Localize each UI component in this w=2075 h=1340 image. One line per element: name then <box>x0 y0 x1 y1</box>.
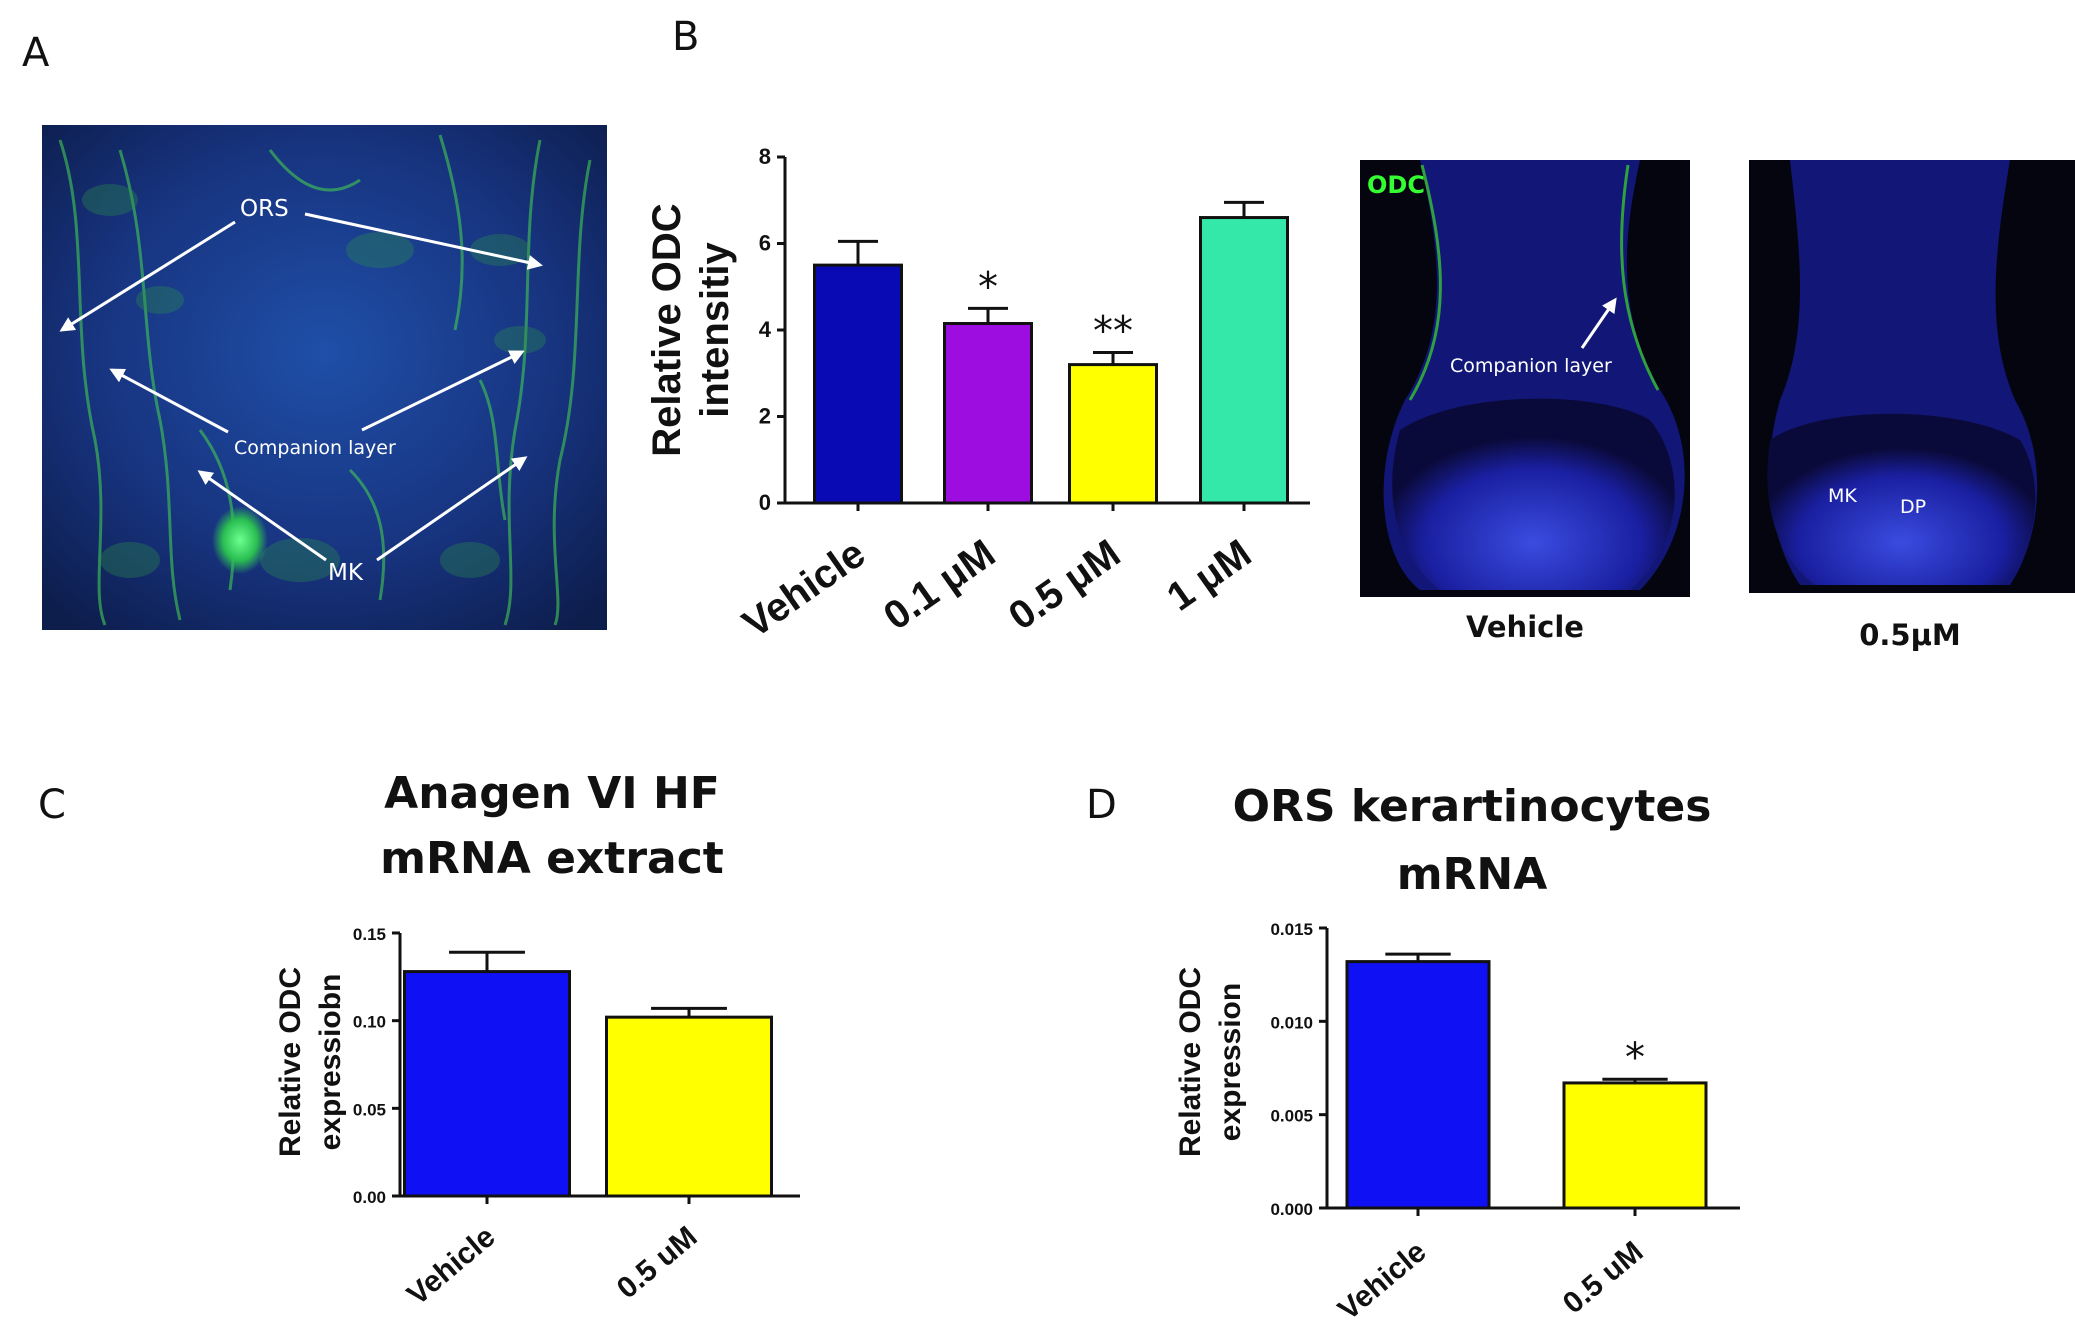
odc-stain-left <box>1408 164 1442 401</box>
y-tick-label: 0.010 <box>1270 1013 1313 1032</box>
x-category-label: 0.5 μM <box>1001 531 1128 638</box>
label-companion-layer-b: Companion layer <box>1450 355 1612 377</box>
x-category-label: 0.5 uM <box>1557 1235 1650 1320</box>
y-axis-label-line-1: Relative ODC <box>1174 967 1207 1157</box>
odc-channel-label: ODC <box>1367 171 1425 199</box>
arrow-ors-right <box>304 212 543 270</box>
x-category-label: 1 μM <box>1159 531 1259 619</box>
micrograph-a-texture <box>58 134 592 626</box>
y-tick-label: 0.05 <box>353 1100 386 1119</box>
micrograph-a-cells <box>82 184 546 582</box>
y-tick-label: 2 <box>759 404 771 429</box>
y-axis-label-line-2: expressiobn <box>314 974 347 1151</box>
chart-title-line-1: ORS kerartinocytes <box>1233 781 1712 832</box>
bar-vehicle <box>1345 960 1491 1210</box>
label-dp-b: DP <box>1900 496 1926 518</box>
bar-vehicle <box>403 970 571 1198</box>
micrograph-b-vehicle: ODC Companion layer <box>1360 160 1690 597</box>
bar-0.5-um <box>605 1015 773 1198</box>
arrow-mk-right <box>376 456 528 562</box>
significance-marker: ** <box>1093 308 1133 354</box>
micrograph-b-treated: MK DP <box>1749 160 2075 593</box>
label-ors: ORS <box>240 196 289 222</box>
y-tick-label: 0.10 <box>353 1013 386 1032</box>
y-axis-label-line-2: expression <box>1214 983 1247 1141</box>
significance-marker: * <box>1625 1035 1645 1081</box>
label-mk-b: MK <box>1828 485 1857 507</box>
arrow-companion-b <box>1580 297 1617 349</box>
bar-0.5-um <box>1562 1081 1708 1210</box>
panel-letter-d: D <box>1086 782 1117 828</box>
panel-letter-b: B <box>672 14 699 60</box>
y-tick-label: 0.00 <box>353 1188 386 1207</box>
follicle-bulb <box>1392 398 1675 590</box>
y-axis-label-line-1: Relative ODC <box>274 967 307 1157</box>
caption-vehicle: Vehicle <box>1466 610 1584 644</box>
y-axis-label-line-1: Relative ODC <box>645 203 689 456</box>
y-axis-label-line-2: intensitiy <box>693 241 737 417</box>
x-category-label: Vehicle <box>401 1220 501 1312</box>
x-category-label: 0.1 μM <box>876 531 1003 638</box>
chart-title-line-2: mRNA extract <box>380 833 724 884</box>
chart-b: 0 2 4 6 8 Relative ODC intensitiy Vehicle * 0.1 μ… <box>645 144 1310 646</box>
y-tick-label: 0.15 <box>353 925 386 944</box>
panel-letter-a: A <box>22 30 50 76</box>
chart-title-line-1: Anagen VI HF <box>384 768 720 819</box>
y-tick-label: 0.005 <box>1270 1107 1313 1126</box>
chart-d: ORS kerartinocytes mRNA 0.000 0.005 0.010 0.0… <box>1174 781 1740 1327</box>
caption-treated: 0.5μM <box>1859 618 1961 652</box>
micrograph-a: ORS Companion layer MK <box>42 125 607 630</box>
micrograph-a-arrows <box>59 212 543 562</box>
y-tick-label: 8 <box>759 144 771 169</box>
y-tick-label: 6 <box>759 231 771 256</box>
y-tick-label: 0.000 <box>1270 1200 1313 1219</box>
bar-0.1-μm <box>943 322 1033 505</box>
micrograph-a-background <box>42 125 607 630</box>
arrow-companion-left <box>109 368 229 434</box>
chart-c: Anagen VI HF mRNA extract 0.00 0.05 0.10 0.15… <box>274 768 800 1312</box>
x-category-label: 0.5 uM <box>611 1220 704 1305</box>
odc-stain-right <box>1620 164 1660 391</box>
chart-title-line-2: mRNA <box>1397 849 1548 900</box>
bar-vehicle <box>813 263 903 505</box>
y-tick-label: 0.015 <box>1270 920 1313 939</box>
panel-letter-c: C <box>38 782 66 828</box>
arrow-ors-left <box>59 220 236 332</box>
bar-0.5-μm <box>1068 363 1158 505</box>
arrow-companion-right <box>361 350 525 432</box>
bar-1-μm <box>1199 216 1289 505</box>
y-tick-label: 0 <box>759 490 771 515</box>
x-category-label: Vehicle <box>735 531 873 646</box>
y-tick-label: 4 <box>759 317 772 342</box>
follicle-bulb-treated <box>1767 413 2036 585</box>
arrow-mk-left <box>197 470 327 562</box>
significance-marker: * <box>978 264 998 310</box>
label-mk: MK <box>328 560 364 586</box>
x-category-label: Vehicle <box>1332 1235 1432 1327</box>
label-companion-layer: Companion layer <box>234 437 396 459</box>
mk-bright-spot <box>212 506 268 574</box>
